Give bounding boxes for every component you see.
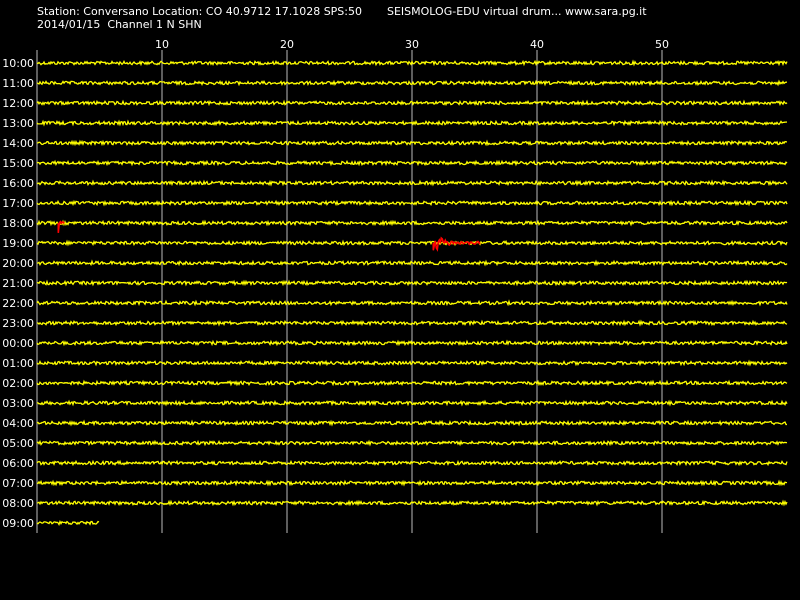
hour-labels: 10:00 11:00 12:00 13:00 14:00 15:00 16:00 17:00… xyxy=(2,57,34,530)
minute-tick-labels: 10 20 30 40 50 xyxy=(155,38,669,51)
hour-label: 23:00 xyxy=(2,317,34,330)
tick-label: 30 xyxy=(405,38,419,51)
trace-row xyxy=(36,219,788,227)
trace-row xyxy=(36,79,788,87)
trace-row xyxy=(36,59,788,67)
hour-label: 19:00 xyxy=(2,237,34,250)
station-info: Station: Conversano Location: CO 40.9712… xyxy=(37,5,362,18)
hour-label: 21:00 xyxy=(2,277,34,290)
tick-label: 20 xyxy=(280,38,294,51)
hour-label: 00:00 xyxy=(2,337,34,350)
tick-label: 40 xyxy=(530,38,544,51)
tick-label: 50 xyxy=(655,38,669,51)
app-title: SEISMOLOG-EDU virtual drum... www.sara.p… xyxy=(387,5,647,18)
trace-row xyxy=(36,99,788,107)
trace-row xyxy=(36,379,788,387)
hour-label: 22:00 xyxy=(2,297,34,310)
hour-label: 04:00 xyxy=(2,417,34,430)
hour-label: 15:00 xyxy=(2,157,34,170)
minute-grid xyxy=(36,50,663,533)
trace-row xyxy=(36,259,788,267)
trace-row xyxy=(36,279,788,287)
hour-label: 06:00 xyxy=(2,457,34,470)
trace-row xyxy=(36,399,788,407)
trace-row xyxy=(36,199,788,207)
hour-label: 08:00 xyxy=(2,497,34,510)
hour-label: 20:00 xyxy=(2,257,34,270)
hour-label: 13:00 xyxy=(2,117,34,130)
trace-row xyxy=(36,299,788,307)
hour-label: 17:00 xyxy=(2,197,34,210)
hour-label: 03:00 xyxy=(2,397,34,410)
hour-label: 02:00 xyxy=(2,377,34,390)
trace-row xyxy=(36,139,788,147)
hour-label: 01:00 xyxy=(2,357,34,370)
trace-row xyxy=(36,239,788,247)
trace-row xyxy=(36,339,788,347)
tick-label: 10 xyxy=(155,38,169,51)
hour-label: 09:00 xyxy=(2,517,34,530)
hour-label: 16:00 xyxy=(2,177,34,190)
trace-row xyxy=(36,459,788,467)
hour-label: 14:00 xyxy=(2,137,34,150)
date-channel-info: 2014/01/15 Channel 1 N SHN xyxy=(37,18,202,31)
hour-label: 11:00 xyxy=(2,77,34,90)
trace-row xyxy=(36,179,788,187)
trace-row xyxy=(36,439,788,447)
trace-row xyxy=(36,119,788,127)
trace-row xyxy=(36,359,788,367)
hour-label: 12:00 xyxy=(2,97,34,110)
trace-row xyxy=(36,159,788,167)
trace-row xyxy=(36,419,787,427)
hour-label: 05:00 xyxy=(2,437,34,450)
hour-label: 10:00 xyxy=(2,57,34,70)
trace-row xyxy=(37,319,788,327)
hour-label: 07:00 xyxy=(2,477,34,490)
trace-row xyxy=(36,479,788,487)
seismic-traces xyxy=(36,59,788,527)
seismic-event xyxy=(432,236,481,252)
hour-label: 18:00 xyxy=(2,217,34,230)
trace-row xyxy=(36,519,100,527)
seismic-event xyxy=(57,220,65,233)
trace-row xyxy=(36,499,788,507)
